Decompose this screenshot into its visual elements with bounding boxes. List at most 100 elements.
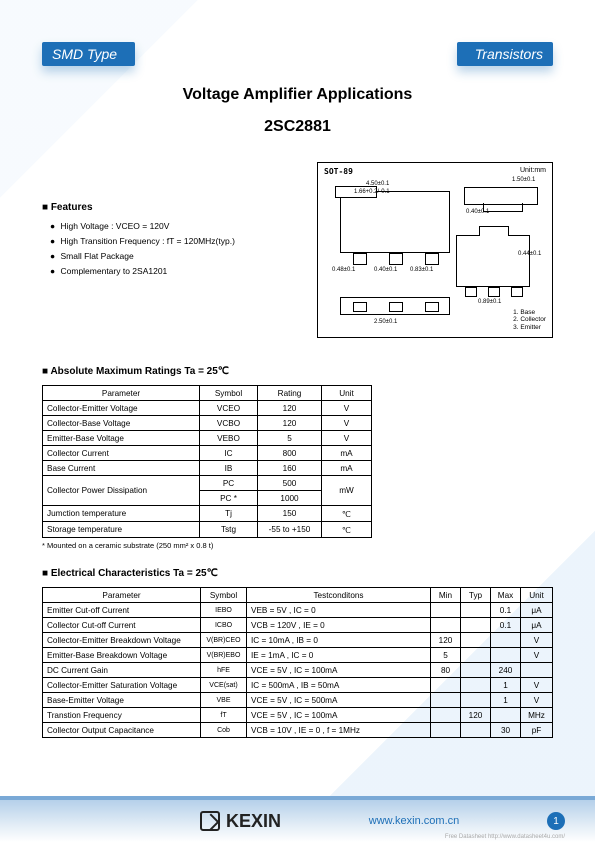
cell: VCBO: [200, 416, 258, 431]
cell: VCE = 5V , IC = 100mA: [247, 663, 431, 678]
cell: Collector Current: [43, 446, 200, 461]
cell: [461, 693, 491, 708]
table-row: DC Current Gain hFE VCE = 5V , IC = 100m…: [43, 663, 553, 678]
col-header: Symbol: [201, 588, 247, 603]
table-row: Collector Power Dissipation PC 500 mW: [43, 476, 372, 491]
cell: 120: [258, 401, 322, 416]
dim-label: 2.50±0.1: [374, 319, 397, 325]
cell: 160: [258, 461, 322, 476]
col-header: Max: [491, 588, 521, 603]
cell: Cob: [201, 723, 247, 738]
cell: Base-Emitter Voltage: [43, 693, 201, 708]
cell: VCE = 5V , IC = 100mA: [247, 708, 431, 723]
cell: Emitter-Base Breakdown Voltage: [43, 648, 201, 663]
cell: [461, 663, 491, 678]
ratings-heading: Absolute Maximum Ratings Ta = 25℃: [42, 366, 553, 377]
cell: hFE: [201, 663, 247, 678]
mid-row: Features High Voltage : VCEO = 120V High…: [42, 162, 553, 338]
cell: [491, 648, 521, 663]
table-row: Parameter Symbol Rating Unit: [43, 386, 372, 401]
col-header: Typ: [461, 588, 491, 603]
footer-tiny: Free Datasheet http://www.datasheet4u.co…: [445, 834, 565, 840]
cell: 120: [431, 633, 461, 648]
cell: 0.1: [491, 618, 521, 633]
ratings-note: * Mounted on a ceramic substrate (250 mm…: [42, 541, 553, 550]
pin-icon: [353, 302, 367, 312]
list-item: Complementary to 2SA1201: [50, 266, 295, 276]
diagram-title: SOT-89: [324, 167, 353, 176]
echar-table: Parameter Symbol Testconditons Min Typ M…: [42, 587, 553, 738]
cell: V: [521, 648, 553, 663]
cell: Emitter-Base Voltage: [43, 431, 200, 446]
table-row: Storage temperature Tstg -55 to +150 ℃: [43, 522, 372, 538]
pin-icon: [389, 253, 403, 265]
cell: Collector Cut-off Current: [43, 618, 201, 633]
part-number: 2SC2881: [42, 118, 553, 136]
table-row: Base-Emitter Voltage VBE VCE = 5V , IC =…: [43, 693, 553, 708]
cell: Collector Power Dissipation: [43, 476, 200, 506]
cell: IE = 1mA , IC = 0: [247, 648, 431, 663]
legend-item: 2. Collector: [513, 316, 546, 323]
cell: VEB = 5V , IC = 0: [247, 603, 431, 618]
dim-label: 4.50±0.1: [366, 181, 389, 187]
brand-text: KEXIN: [226, 811, 281, 832]
page-title: Voltage Amplifier Applications: [42, 86, 553, 104]
legend-item: 3. Emitter: [513, 324, 546, 331]
dim-label: 0.83±0.1: [410, 267, 433, 273]
table-row: Collector Output Capacitance Cob VCB = 1…: [43, 723, 553, 738]
table-row: Collector-Base Voltage VCBO 120 V: [43, 416, 372, 431]
cell: Storage temperature: [43, 522, 200, 538]
features-heading: Features: [42, 202, 295, 213]
ratings-table: Parameter Symbol Rating Unit Collector-E…: [42, 385, 372, 538]
package-diagram: SOT-89 Unit:mm 4.50±0.1 1.66+0.2/-0.1 0.…: [317, 162, 553, 338]
cell: 5: [258, 431, 322, 446]
table-row: Collector-Emitter Saturation Voltage VCE…: [43, 678, 553, 693]
pin-icon: [465, 287, 477, 297]
cell: 1: [491, 693, 521, 708]
col-header: Rating: [258, 386, 322, 401]
cell: [461, 723, 491, 738]
cell: 1: [491, 678, 521, 693]
cell: PC: [200, 476, 258, 491]
cell: 500: [258, 476, 322, 491]
table-row: Emitter-Base Voltage VEBO 5 V: [43, 431, 372, 446]
title-block: Voltage Amplifier Applications 2SC2881: [42, 86, 553, 136]
col-header: Parameter: [43, 588, 201, 603]
cell: Collector Output Capacitance: [43, 723, 201, 738]
cell: V: [521, 633, 553, 648]
cell: V(BR)EBO: [201, 648, 247, 663]
cell: IC = 500mA , IB = 50mA: [247, 678, 431, 693]
cell: IB: [200, 461, 258, 476]
dim-label: 0.40±0.1: [466, 209, 489, 215]
cell: V: [521, 678, 553, 693]
table-row: Jumction temperature Tj 150 ℃: [43, 506, 372, 522]
table-row: Transtion Frequency fT VCE = 5V , IC = 1…: [43, 708, 553, 723]
cell: [461, 603, 491, 618]
pkg-top-view: [340, 191, 450, 253]
cell: μA: [521, 618, 553, 633]
cell: Transtion Frequency: [43, 708, 201, 723]
cell: Base Current: [43, 461, 200, 476]
dim-label: 1.66+0.2/-0.1: [354, 189, 390, 195]
cell: Tj: [200, 506, 258, 522]
col-header: Unit: [322, 386, 372, 401]
dim-label: 0.89±0.1: [478, 299, 501, 305]
cell: VCE(sat): [201, 678, 247, 693]
table-row: Collector-Emitter Voltage VCEO 120 V: [43, 401, 372, 416]
cell: [431, 603, 461, 618]
pin-icon: [425, 253, 439, 265]
header-left-pill: SMD Type: [42, 42, 135, 66]
table-row: Parameter Symbol Testconditons Min Typ M…: [43, 588, 553, 603]
features-block: Features High Voltage : VCEO = 120V High…: [42, 162, 295, 338]
legend-item: 1. Base: [513, 309, 546, 316]
cell: V(BR)CEO: [201, 633, 247, 648]
table-row: Emitter Cut-off Current IEBO VEB = 5V , …: [43, 603, 553, 618]
cell: 1000: [258, 491, 322, 506]
col-header: Symbol: [200, 386, 258, 401]
cell: ICBO: [201, 618, 247, 633]
cell: [461, 648, 491, 663]
cell: MHz: [521, 708, 553, 723]
cell: 0.1: [491, 603, 521, 618]
cell: 120: [258, 416, 322, 431]
table-row: Collector-Emitter Breakdown Voltage V(BR…: [43, 633, 553, 648]
